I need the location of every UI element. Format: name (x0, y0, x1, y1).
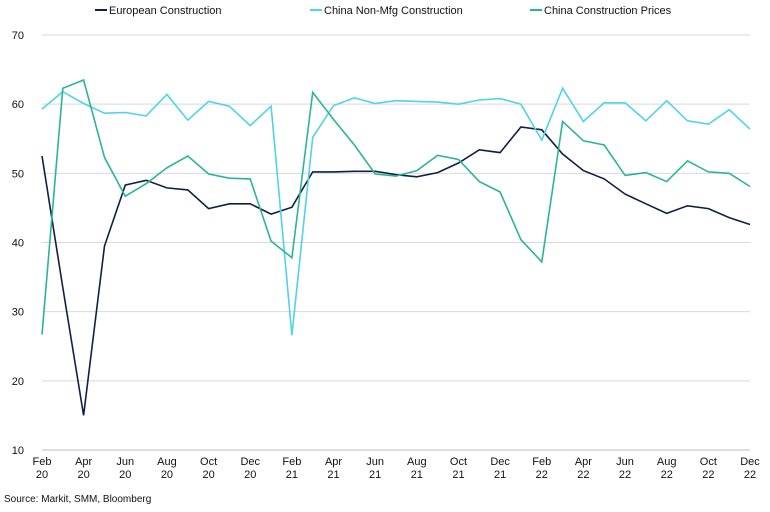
x-tick-label-month: Jun (116, 456, 134, 468)
x-tick-label-year: 20 (202, 469, 214, 481)
x-tick-label-month: Feb (33, 456, 52, 468)
x-tick-label-year: 22 (661, 469, 673, 481)
series-lines (41, 78, 751, 416)
legend: European Construction China Non-Mfg Const… (95, 5, 672, 17)
y-tick-label: 20 (12, 376, 24, 388)
x-tick-label-year: 22 (702, 469, 714, 481)
legend-item-china-non-mfg-construction: China Non-Mfg Construction (310, 5, 463, 17)
x-tick-label-month: Apr (575, 456, 592, 468)
x-tick-label-year: 22 (619, 469, 631, 481)
x-tick-label-year: 22 (744, 469, 756, 481)
x-tick-label-year: 21 (286, 469, 298, 481)
x-tick-label-month: Jun (366, 456, 384, 468)
legend-label: European Construction (109, 5, 222, 17)
legend-item-china-construction-prices: China Construction Prices (530, 5, 672, 17)
x-tick-label-month: Apr (325, 456, 342, 468)
x-tick-label-year: 21 (411, 469, 423, 481)
x-axis: Feb20Apr20Jun20Aug20Oct20Dec20Feb21Apr21… (33, 456, 761, 481)
x-tick-label-month: Feb (532, 456, 551, 468)
x-tick-label-year: 21 (327, 469, 339, 481)
gridlines (42, 34, 750, 451)
x-tick-label-month: Aug (657, 456, 677, 468)
x-tick-label-month: Feb (282, 456, 301, 468)
x-tick-label-month: Oct (450, 456, 467, 468)
y-tick-label: 50 (12, 168, 24, 180)
x-tick-label-year: 22 (577, 469, 589, 481)
series-line-european-construction (41, 126, 751, 416)
x-tick-label-year: 20 (78, 469, 90, 481)
legend-label: China Construction Prices (544, 5, 672, 17)
x-tick-label-month: Dec (740, 456, 760, 468)
x-tick-label-year: 21 (369, 469, 381, 481)
series-line-china-non-mfg-construction (41, 86, 751, 336)
legend-item-european-construction: European Construction (95, 5, 222, 17)
x-tick-label-month: Jun (616, 456, 634, 468)
x-tick-label-month: Apr (75, 456, 92, 468)
source-note: Source: Markit, SMM, Bloomberg (4, 494, 151, 505)
y-tick-label: 10 (12, 445, 24, 457)
x-tick-label-year: 21 (494, 469, 506, 481)
x-tick-label-month: Dec (240, 456, 260, 468)
legend-label: China Non-Mfg Construction (324, 5, 463, 17)
x-tick-label-year: 20 (119, 469, 131, 481)
x-tick-label-year: 22 (536, 469, 548, 481)
x-tick-label-year: 20 (244, 469, 256, 481)
y-tick-label: 70 (12, 30, 24, 42)
x-tick-label-year: 20 (161, 469, 173, 481)
series-line-china-construction-prices (41, 78, 751, 335)
x-tick-label-month: Dec (490, 456, 510, 468)
y-tick-label: 30 (12, 307, 24, 319)
y-tick-label: 40 (12, 238, 24, 250)
x-tick-label-year: 21 (452, 469, 464, 481)
x-tick-label-month: Oct (200, 456, 217, 468)
x-tick-label-month: Aug (157, 456, 177, 468)
y-axis: 10 20 30 40 50 60 70 (12, 30, 24, 457)
x-tick-label-year: 20 (36, 469, 48, 481)
y-tick-label: 60 (12, 99, 24, 111)
x-tick-label-month: Aug (407, 456, 427, 468)
x-tick-label-month: Oct (700, 456, 717, 468)
